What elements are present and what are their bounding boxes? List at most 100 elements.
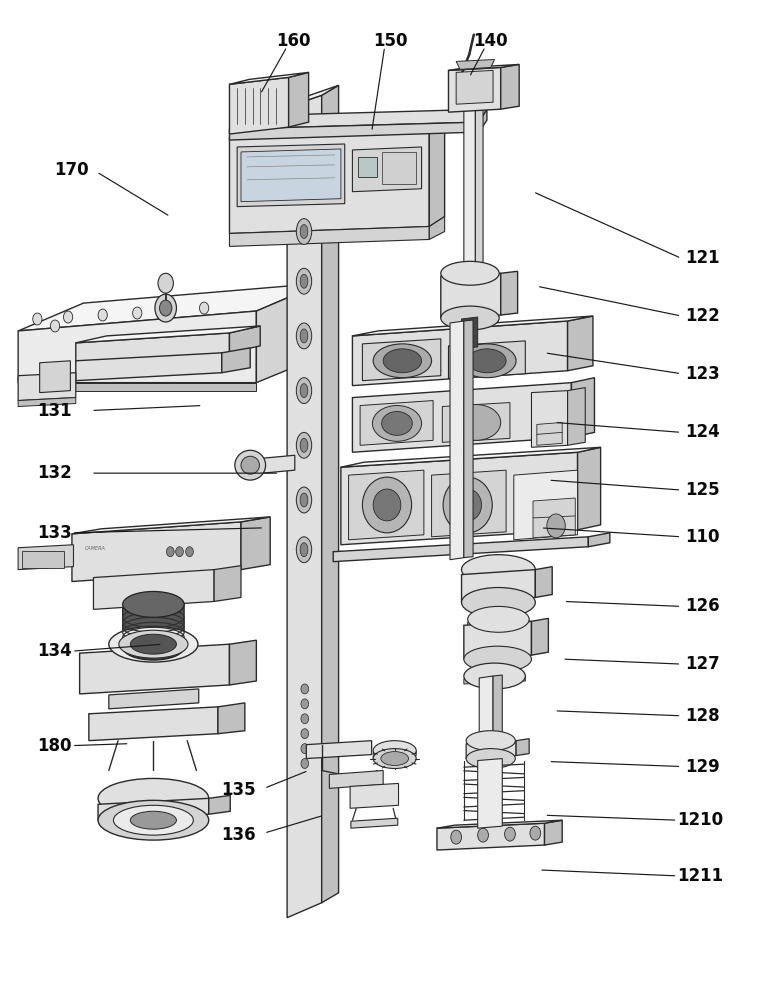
Polygon shape: [330, 770, 383, 788]
Text: 110: 110: [685, 528, 720, 546]
Ellipse shape: [296, 432, 312, 458]
Ellipse shape: [296, 323, 312, 349]
Polygon shape: [448, 64, 519, 70]
Polygon shape: [501, 271, 518, 315]
Polygon shape: [39, 361, 70, 393]
Polygon shape: [18, 383, 256, 391]
Polygon shape: [287, 85, 338, 107]
Polygon shape: [567, 388, 585, 445]
Text: 170: 170: [55, 161, 89, 179]
Ellipse shape: [98, 778, 209, 818]
Text: 126: 126: [685, 597, 720, 615]
Polygon shape: [229, 122, 479, 140]
Ellipse shape: [373, 741, 416, 761]
Polygon shape: [545, 820, 562, 845]
Polygon shape: [466, 741, 516, 759]
Circle shape: [155, 294, 176, 322]
Polygon shape: [18, 398, 76, 407]
Ellipse shape: [296, 268, 312, 294]
Polygon shape: [307, 741, 372, 759]
Text: 150: 150: [374, 32, 408, 50]
Polygon shape: [514, 470, 577, 540]
Text: 160: 160: [276, 32, 310, 50]
Ellipse shape: [119, 630, 188, 658]
Ellipse shape: [235, 450, 265, 480]
Circle shape: [301, 759, 309, 768]
Ellipse shape: [300, 274, 308, 288]
Polygon shape: [577, 447, 601, 530]
Bar: [382, 152, 416, 184]
Text: 135: 135: [221, 781, 256, 799]
Ellipse shape: [454, 489, 481, 521]
Ellipse shape: [130, 634, 176, 654]
Text: 123: 123: [685, 365, 720, 383]
Ellipse shape: [300, 384, 308, 398]
Ellipse shape: [440, 261, 499, 285]
Polygon shape: [18, 311, 256, 383]
Polygon shape: [341, 447, 601, 467]
Text: 127: 127: [685, 655, 720, 673]
Ellipse shape: [122, 634, 184, 660]
Circle shape: [301, 744, 309, 754]
Text: 1210: 1210: [677, 811, 724, 829]
Text: 121: 121: [685, 249, 720, 267]
Polygon shape: [334, 537, 588, 562]
Circle shape: [186, 547, 194, 557]
Ellipse shape: [440, 306, 499, 330]
Text: 180: 180: [37, 737, 72, 755]
Circle shape: [505, 827, 515, 841]
Ellipse shape: [362, 477, 412, 533]
Polygon shape: [229, 120, 444, 137]
Circle shape: [163, 305, 173, 317]
Circle shape: [33, 313, 42, 325]
Polygon shape: [442, 403, 510, 442]
Circle shape: [50, 320, 60, 332]
Circle shape: [450, 830, 461, 844]
Polygon shape: [588, 533, 610, 547]
Ellipse shape: [300, 329, 308, 343]
Text: 1211: 1211: [677, 867, 724, 885]
Circle shape: [166, 547, 174, 557]
Ellipse shape: [382, 411, 413, 435]
Polygon shape: [352, 321, 567, 386]
Ellipse shape: [300, 493, 308, 507]
Text: 125: 125: [685, 481, 720, 499]
Ellipse shape: [300, 543, 308, 557]
Polygon shape: [479, 109, 487, 132]
Polygon shape: [464, 676, 526, 684]
Ellipse shape: [461, 555, 536, 585]
Polygon shape: [229, 130, 430, 233]
Ellipse shape: [122, 591, 184, 617]
Polygon shape: [351, 818, 398, 828]
Circle shape: [547, 514, 565, 538]
Polygon shape: [262, 455, 295, 473]
Circle shape: [158, 273, 173, 293]
Ellipse shape: [296, 537, 312, 563]
Polygon shape: [516, 739, 529, 756]
Polygon shape: [440, 273, 501, 318]
Polygon shape: [214, 566, 241, 601]
Polygon shape: [478, 759, 502, 828]
Polygon shape: [89, 707, 218, 741]
Polygon shape: [229, 227, 430, 246]
Polygon shape: [360, 401, 433, 445]
Circle shape: [132, 307, 142, 319]
Polygon shape: [352, 147, 422, 192]
Ellipse shape: [130, 811, 176, 829]
Text: 129: 129: [685, 758, 720, 776]
Text: 124: 124: [685, 423, 720, 441]
Polygon shape: [229, 640, 256, 685]
Polygon shape: [241, 517, 270, 570]
Polygon shape: [289, 72, 309, 127]
Ellipse shape: [461, 588, 536, 617]
Polygon shape: [229, 326, 260, 353]
Text: 128: 128: [685, 707, 720, 725]
Ellipse shape: [464, 646, 532, 672]
Polygon shape: [76, 326, 260, 343]
Polygon shape: [448, 67, 501, 112]
Polygon shape: [287, 95, 322, 918]
Polygon shape: [571, 378, 594, 437]
Ellipse shape: [114, 805, 194, 835]
Ellipse shape: [300, 438, 308, 452]
Polygon shape: [501, 64, 519, 109]
